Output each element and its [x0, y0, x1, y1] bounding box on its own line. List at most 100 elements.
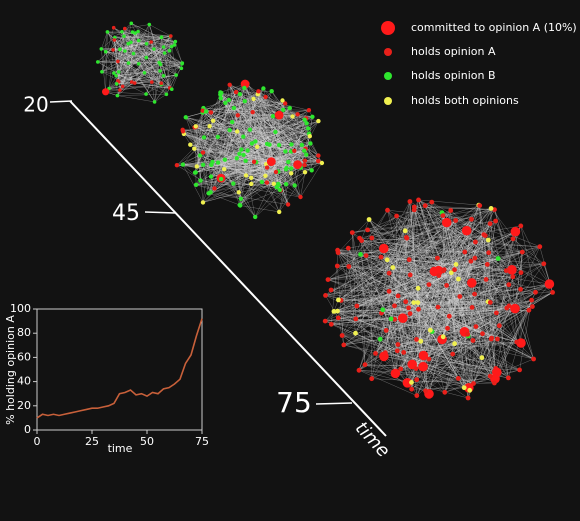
network-node: [429, 266, 440, 277]
network-edge: [428, 283, 550, 360]
network-edge: [495, 220, 522, 273]
network-node: [179, 66, 184, 71]
network-edge: [279, 155, 319, 213]
network-node: [164, 92, 169, 97]
network-edge: [217, 131, 276, 138]
network-edge: [233, 107, 310, 137]
network-node: [328, 287, 334, 293]
network-edge: [206, 111, 286, 152]
network-node: [292, 148, 297, 153]
network-edge: [258, 91, 307, 155]
network-edge: [182, 158, 237, 165]
network-node: [249, 141, 255, 146]
network-node: [379, 243, 389, 254]
network-edge: [240, 108, 290, 206]
network-node: [390, 265, 396, 270]
network-node: [322, 318, 328, 324]
network-node: [237, 151, 242, 156]
legend-label: holds opinion B: [411, 69, 496, 82]
network-edge: [325, 269, 445, 322]
network-edge: [414, 209, 439, 276]
network-node: [234, 156, 239, 161]
network-node: [144, 42, 149, 46]
network-node: [200, 150, 206, 155]
network-edge: [327, 237, 372, 280]
network-edge: [195, 126, 222, 179]
network-node: [180, 129, 186, 134]
network-edge: [337, 276, 513, 312]
network-edge: [220, 92, 284, 110]
network-node: [256, 89, 261, 94]
network-edge: [107, 31, 182, 69]
network-edge: [278, 145, 289, 205]
network-node: [96, 60, 100, 64]
network-node: [264, 180, 270, 185]
network-node: [150, 80, 154, 84]
network-edge: [443, 269, 445, 337]
network-edge: [233, 177, 252, 184]
network-edge: [388, 220, 456, 292]
network-node: [129, 80, 134, 84]
network-edge: [428, 358, 496, 369]
network-edge: [105, 51, 135, 84]
network-node: [215, 160, 221, 165]
network-edge: [170, 36, 177, 76]
network-node: [293, 160, 302, 170]
network-edge: [151, 82, 155, 102]
network-node: [158, 69, 162, 73]
network-edge: [279, 144, 303, 212]
network-edge: [245, 136, 310, 176]
network-node: [407, 311, 413, 316]
network-node: [304, 152, 309, 157]
network-node: [306, 126, 311, 131]
network-node: [406, 257, 412, 263]
network-edge: [124, 28, 155, 50]
network-node: [132, 81, 137, 85]
network-edge: [405, 220, 496, 231]
network-edge: [520, 246, 540, 290]
network-node: [162, 51, 167, 55]
network-node: [488, 206, 494, 211]
network-edge: [452, 292, 553, 355]
network-node: [353, 316, 359, 322]
network-node: [245, 148, 250, 153]
network-node: [316, 118, 321, 124]
network-node: [144, 92, 148, 96]
y-tick-label: 100: [10, 302, 31, 315]
network-edge: [383, 267, 393, 357]
network-node: [452, 341, 457, 347]
network-edge: [437, 257, 533, 307]
network-edge: [430, 264, 457, 331]
network-edge: [220, 94, 303, 146]
network-node: [283, 101, 288, 106]
network-node: [129, 40, 133, 45]
network-node: [354, 303, 360, 309]
network-node: [495, 336, 500, 342]
network-node: [284, 165, 289, 171]
network-edge: [101, 71, 147, 95]
network-edge: [337, 252, 417, 380]
network-node: [280, 98, 285, 103]
timeline-tick: [49, 100, 73, 103]
network-edge: [425, 205, 492, 340]
network-edge: [392, 231, 516, 268]
network-edge: [341, 248, 349, 336]
network-node: [250, 110, 255, 115]
network-node: [418, 338, 424, 344]
network-edge: [300, 162, 323, 198]
network-edge: [407, 378, 496, 383]
network-node: [486, 250, 492, 256]
network-node: [445, 325, 450, 331]
network-node: [170, 87, 174, 91]
network-node: [237, 92, 243, 97]
network-node: [407, 272, 413, 278]
network-node: [173, 39, 178, 44]
network-node: [345, 245, 351, 251]
network-node: [518, 270, 524, 275]
network-node: [249, 175, 254, 180]
network-edge: [154, 94, 167, 103]
network-edge: [128, 48, 154, 64]
network-node: [197, 153, 203, 158]
network-node: [440, 213, 446, 219]
network-edge: [244, 87, 276, 133]
